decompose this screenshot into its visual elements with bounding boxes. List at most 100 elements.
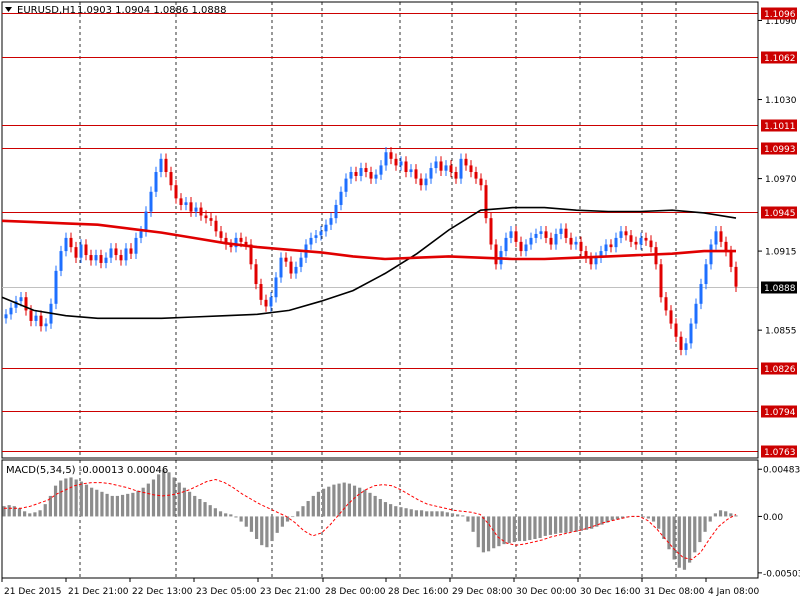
candle-body: [74, 247, 78, 258]
candle-body: [519, 241, 523, 252]
candle-body: [169, 172, 173, 186]
candle-body: [309, 237, 313, 245]
macd-axis[interactable]: 0.00483 0.00 -0.00503: [757, 460, 800, 579]
candle-body: [609, 244, 613, 248]
macd-bar: [28, 513, 32, 517]
candle-body: [654, 247, 658, 265]
macd-pane[interactable]: 0.00483 0.00 -0.00503 MACD(5,34,5) -0.0001…: [1, 459, 800, 579]
macd-bar: [595, 516, 599, 527]
macd-bar: [12, 506, 16, 517]
candle-body: [199, 207, 203, 216]
macd-bar: [23, 511, 27, 517]
macd-bar: [249, 516, 254, 532]
macd-bar: [569, 516, 573, 532]
candle-body: [479, 178, 483, 186]
candle-body: [79, 244, 83, 258]
candle-body: [644, 237, 648, 241]
horizontal-levels[interactable]: [2, 13, 758, 452]
candle-body: [54, 270, 58, 304]
macd-bar: [502, 516, 506, 545]
candle-body: [289, 261, 293, 274]
candle-body: [534, 233, 538, 238]
price-pane[interactable]: 1.1090 1.1030 1.0970 1.0915 1.0855 1.1096 1.10…: [1, 1, 797, 459]
macd-bar: [105, 493, 109, 517]
candle-body: [504, 237, 508, 252]
candle-body: [24, 297, 28, 311]
macd-bar: [234, 516, 238, 518]
candle-body: [284, 257, 288, 262]
macd-bar: [564, 516, 568, 533]
macd-bar: [115, 495, 120, 517]
candle-body: [9, 307, 13, 315]
candle-body: [249, 244, 253, 265]
candle-body: [344, 178, 348, 192]
candle-body: [689, 323, 693, 344]
macd-bar: [198, 498, 202, 517]
candle-body: [279, 257, 283, 278]
triangle-down-icon[interactable]: [5, 7, 12, 12]
candle-body: [269, 297, 273, 307]
macd-bar: [657, 516, 661, 529]
time-label: 30 Dec 00:00: [516, 587, 577, 597]
macd-bar: [476, 516, 480, 548]
candle-body: [234, 237, 238, 248]
candle-body: [639, 237, 643, 245]
macd-bar: [419, 510, 424, 517]
candle-body: [624, 231, 628, 236]
candle-body: [19, 297, 23, 302]
macd-bar: [59, 480, 63, 517]
candle-body: [114, 248, 118, 256]
macd-bar: [373, 495, 377, 517]
candle-body: [59, 251, 63, 271]
level-tag-label: 1.0826: [764, 365, 796, 375]
candle-body: [119, 255, 123, 261]
macd-bar: [724, 511, 728, 517]
candle-body: [389, 152, 393, 159]
candle-body: [159, 158, 163, 173]
macd-bar: [332, 484, 336, 517]
macd-bar: [456, 514, 460, 517]
time-label: 28 Dec 16:00: [388, 587, 449, 597]
macd-bar: [584, 516, 589, 530]
macd-bar: [322, 488, 326, 517]
macd-bar: [270, 516, 274, 542]
level-tag: [761, 51, 797, 64]
time-axis[interactable]: 21 Dec 2015 21 Dec 21:00 22 Dec 13:00 23 De…: [1, 578, 760, 597]
macd-bar: [579, 516, 583, 531]
macd-bar: [507, 516, 511, 544]
macd-bar: [574, 516, 578, 532]
candle-body: [274, 277, 278, 298]
candle-body: [469, 165, 473, 173]
macd-bar: [260, 516, 264, 546]
candle-body: [629, 235, 633, 242]
macd-bar: [517, 516, 522, 542]
macd-bar: [172, 477, 176, 517]
candle-body: [219, 231, 223, 238]
macd-bar: [100, 491, 104, 517]
candle-body: [129, 248, 133, 254]
candle-body: [619, 231, 623, 238]
level-tag: [761, 119, 797, 132]
candle-body: [589, 257, 593, 265]
candle-body: [559, 228, 563, 234]
candle-body: [454, 172, 458, 179]
macd-bar: [646, 516, 650, 519]
macd-bar: [187, 491, 192, 517]
candle-body: [484, 185, 488, 219]
macd-bar: [708, 516, 712, 522]
candle-body: [544, 231, 548, 238]
level-tag-label: 1.1062: [764, 54, 796, 64]
candle-body: [364, 168, 368, 173]
macd-bar: [553, 516, 558, 534]
candle-body: [584, 251, 588, 258]
candle-body: [664, 297, 668, 311]
macd-bar: [285, 516, 290, 522]
candle-body: [394, 158, 398, 166]
level-tag-label: 1.0794: [764, 408, 796, 418]
candle-body: [414, 169, 418, 179]
candle-body: [224, 237, 228, 245]
macd-bar: [162, 470, 166, 517]
price-axis[interactable]: 1.1090 1.1030 1.0970 1.0915 1.0855 1.1096 1.10…: [757, 2, 797, 458]
macd-bar: [53, 485, 58, 517]
